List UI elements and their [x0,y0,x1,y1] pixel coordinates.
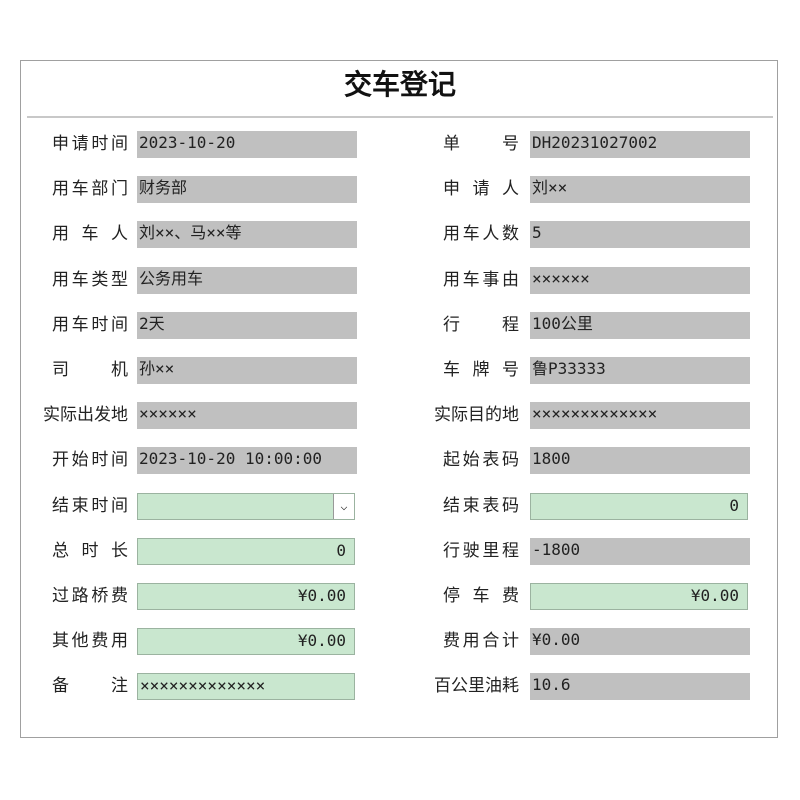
field-label: 其他费用 [52,631,128,652]
field-value: 孙×× [137,357,357,384]
dropdown-arrow[interactable]: ⌵ [333,493,354,519]
field-label: 结束时间 [52,495,128,516]
field-value: ××××××××××××× [530,402,750,430]
field-value: 财务部 [137,176,357,204]
form-frame [20,60,778,738]
field-label: 用车人数 [443,224,519,245]
field-value: DH20231027002 [530,131,750,158]
field-label: 用车类型 [52,269,128,290]
field-input[interactable]: 0 [530,492,748,520]
field-label: 百公里油耗 [434,676,519,697]
field-label: 实际出发地 [43,405,128,426]
field-input[interactable]: ¥0.00 [137,583,355,610]
field-label: 用车部门 [52,179,128,200]
field-value: 5 [530,221,750,249]
field-input[interactable]: 0 [137,537,355,565]
field-label: 结束表码 [443,495,519,516]
field-value: ×××××× [137,402,357,430]
field-label: 备注 [52,676,128,697]
field-value: 2023-10-20 10:00:00 [137,447,357,475]
form-title: 交车登记 [343,68,456,101]
field-value: -1800 [530,537,750,565]
field-value: ×××××× [530,266,750,294]
field-input[interactable]: ⌵ [137,492,355,520]
field-value: 2天 [137,311,357,339]
field-label: 开始时间 [52,450,128,471]
field-label: 用车事由 [443,269,519,290]
field-label: 车牌号 [443,360,519,380]
title-rule [27,116,773,118]
field-input[interactable]: ¥0.00 [530,583,748,610]
field-value: 刘××、马××等 [137,221,357,249]
field-label: 用车人 [52,224,128,245]
field-value: 100公里 [530,311,750,339]
field-input[interactable]: ¥0.00 [137,628,355,656]
field-value: 刘×× [530,176,750,204]
field-label: 用车时间 [52,314,128,335]
field-value: 1800 [530,447,750,475]
field-label: 行程 [443,314,519,335]
field-label: 申请人 [443,179,519,200]
field-label: 总时长 [52,540,128,561]
field-label: 停车费 [443,586,519,606]
field-value: 公务用车 [137,266,357,294]
field-value: ¥0.00 [530,628,750,656]
field-label: 实际目的地 [434,405,519,426]
field-label: 司机 [52,360,128,380]
field-label: 费用合计 [443,631,519,652]
field-label: 过路桥费 [52,586,128,606]
field-label: 申请时间 [52,134,128,154]
field-value: 2023-10-20 [137,131,357,158]
field-label: 起始表码 [443,450,519,471]
field-label: 单号 [443,134,519,154]
field-value: 鲁P33333 [530,357,750,384]
field-value: 10.6 [530,673,750,701]
field-input[interactable]: ××××××××××××× [137,673,355,701]
field-label: 行驶里程 [443,540,519,561]
